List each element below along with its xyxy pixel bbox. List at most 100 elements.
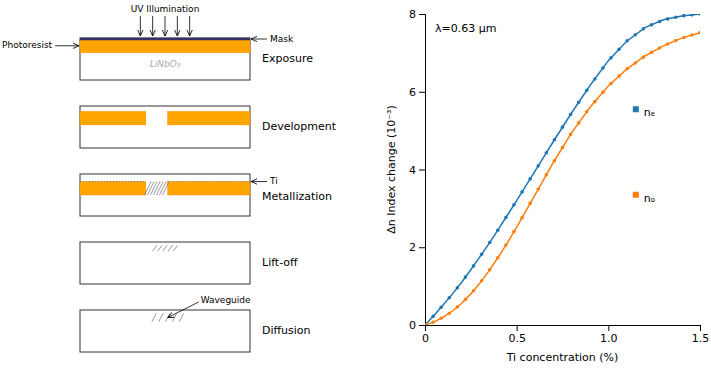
data-dot <box>666 17 670 21</box>
tick-label: 1.5 <box>692 332 710 345</box>
ti-layer <box>80 181 146 182</box>
substrate <box>80 38 250 80</box>
tick-label: 0.5 <box>508 332 526 345</box>
curve <box>425 14 700 325</box>
data-dot <box>561 146 565 150</box>
tick-label: 4 <box>409 164 416 177</box>
plot-area <box>425 14 700 325</box>
substrate <box>80 310 250 352</box>
data-dot <box>585 89 589 93</box>
data-dot <box>601 66 605 70</box>
data-dot <box>528 177 532 181</box>
data-dot <box>472 289 476 293</box>
annotation: λ=0.63 μm <box>435 22 496 35</box>
x-axis-title: Ti concentration (%) <box>506 351 619 364</box>
tick: 2 <box>409 241 425 254</box>
y-axis-title: Δn Index change (10⁻³) <box>385 105 398 234</box>
data-dot <box>658 20 662 24</box>
tick-mark <box>419 247 425 248</box>
curve <box>425 33 700 325</box>
data-dot <box>577 101 581 105</box>
data-dot <box>658 46 662 50</box>
data-dot <box>545 151 549 155</box>
mask-label: Mask <box>270 34 294 44</box>
tick-mark <box>419 92 425 93</box>
data-dot <box>425 323 427 325</box>
data-dot <box>553 138 557 142</box>
tick-label: 1.0 <box>600 332 618 345</box>
tick-label: 6 <box>409 86 416 99</box>
plot-texts: nₑnₒλ=0.63 μm <box>435 22 655 205</box>
data-dot <box>666 42 670 46</box>
tick: 0.5 <box>508 325 526 345</box>
curve-label: nₒ <box>644 192 656 205</box>
ti-stub <box>168 245 172 251</box>
data-dot <box>464 298 468 302</box>
data-dot <box>650 23 654 27</box>
uv-arrow <box>177 16 178 36</box>
ti-hatch <box>156 182 163 195</box>
ti-arrow <box>251 181 267 182</box>
photoresist-layer <box>80 182 146 195</box>
substrate <box>80 174 250 216</box>
x-axis-line <box>426 326 701 332</box>
waveguide-hatch <box>159 313 163 321</box>
data-dot <box>698 14 700 16</box>
data-dot <box>674 39 678 43</box>
data-dot <box>480 279 484 283</box>
mask-arrow <box>251 39 267 40</box>
data-dot <box>625 39 629 43</box>
substrate <box>80 242 250 284</box>
data-dot <box>690 14 694 17</box>
data-dot <box>512 203 516 207</box>
data-dot <box>439 305 443 309</box>
data-dot <box>569 133 573 137</box>
photoresist-label: Photoresist <box>2 40 53 50</box>
data-dot <box>496 228 500 232</box>
uv-arrow <box>140 16 141 36</box>
data-dot <box>488 268 492 272</box>
data-dot <box>545 173 549 177</box>
photoresist-layer <box>168 111 250 124</box>
ti-hatch <box>159 182 166 195</box>
data-dot <box>698 31 700 35</box>
data-dot <box>585 110 589 114</box>
y-axis: 0 2 4 6 8 <box>409 8 426 332</box>
data-dot <box>447 311 451 315</box>
waveguide-hatch <box>179 313 183 321</box>
x-axis: 0 0.5 1.0 1.5 <box>422 325 709 345</box>
data-dot <box>480 252 484 256</box>
tick-mark <box>700 325 701 331</box>
tick: 8 <box>409 8 425 21</box>
tick: 6 <box>409 86 425 99</box>
data-dot <box>520 216 524 220</box>
ti-hatch <box>162 182 169 195</box>
tick: 1.5 <box>692 325 710 345</box>
tick: 0 <box>409 319 425 332</box>
figure: ExposureDevelopmentMetallizationLift-off… <box>0 0 711 368</box>
substrate-label: LiNbO₃ <box>150 59 181 69</box>
tick: 0 <box>422 325 429 345</box>
tick: 4 <box>409 164 425 177</box>
waveguide-arrow <box>168 302 199 318</box>
tick-mark <box>419 325 425 326</box>
data-dot <box>609 56 613 60</box>
data-dot <box>512 230 516 234</box>
data-dot <box>431 315 435 319</box>
step-label: Diffusion <box>262 324 311 337</box>
data-dot <box>425 323 427 325</box>
uv-label: UV Illumination <box>131 4 200 14</box>
ti-hatch <box>153 182 160 195</box>
ti-stub <box>163 245 167 251</box>
tick-label: 0 <box>422 332 429 345</box>
process-diagram: ExposureDevelopmentMetallizationLift-off… <box>2 4 337 352</box>
ti-stub <box>173 245 177 251</box>
waveguide-hatch <box>152 313 156 321</box>
data-dot <box>536 187 540 191</box>
ti-stub <box>152 245 156 251</box>
data-dot <box>561 125 565 129</box>
data-dot <box>496 256 500 260</box>
data-dot <box>577 121 581 125</box>
data-dot <box>520 190 524 194</box>
data-dot <box>625 67 629 71</box>
